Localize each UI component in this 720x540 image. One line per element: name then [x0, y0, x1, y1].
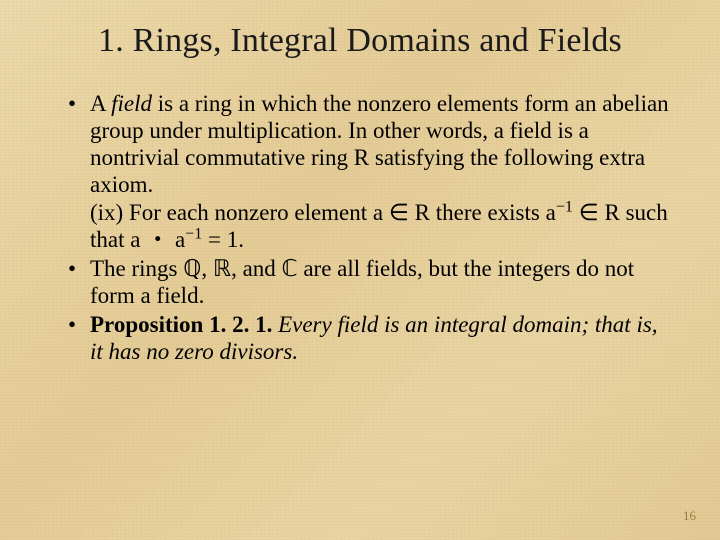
list-item: The rings ℚ, ℝ, and ℂ are all fields, bu… [72, 255, 670, 309]
slide: 1. Rings, Integral Domains and Fields A … [0, 0, 720, 540]
bullet-list: A field is a ring in which the nonzero e… [50, 90, 670, 365]
page-number: 16 [683, 508, 696, 524]
list-item: A field is a ring in which the nonzero e… [72, 90, 670, 253]
slide-title: 1. Rings, Integral Domains and Fields [50, 22, 670, 60]
list-item: Proposition 1. 2. 1. Every field is an i… [72, 311, 670, 365]
